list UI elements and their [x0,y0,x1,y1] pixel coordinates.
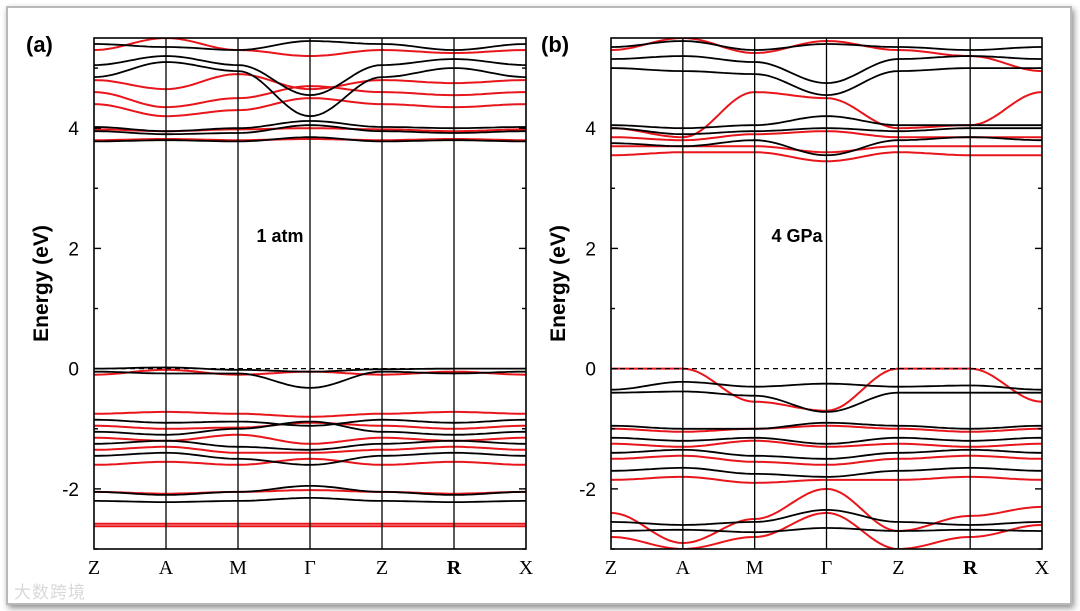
x-tick-label: Γ [304,557,316,579]
x-tick-label: M [746,557,764,579]
y-tick-label: 2 [68,239,79,260]
panel-a: -2 0 2 4 Z A M Γ Z R X (a) Energy (eV) 1 atm [26,32,534,579]
panel-letter: (a) [26,32,53,57]
y-tick-label: 4 [585,119,596,140]
pressure-annotation: 4 GPa [771,226,823,246]
y-tick-label: -2 [62,480,79,501]
watermark: 大数跨境 [14,583,86,603]
panel-b: -2 0 2 4 Z A M Γ Z R X (b) Energy (eV) 4 GPa [541,32,1050,579]
x-tick-label: A [676,557,691,579]
y-tick-label: 4 [68,119,79,140]
x-tick-label: R [447,557,462,579]
y-axis-label: Energy (eV) [547,225,570,342]
panel-letter: (b) [541,32,569,57]
x-tick-label: A [159,557,174,579]
y-tick-label: 0 [68,360,79,381]
x-tick-label: Z [892,557,904,579]
x-tick-label: X [1035,557,1050,579]
x-tick-label: M [229,557,247,579]
x-tick-label: X [519,557,534,579]
y-axis-label: Energy (eV) [30,225,53,342]
pressure-annotation: 1 atm [256,226,303,246]
plot-frame [93,37,527,550]
x-tick-label: Z [605,557,617,579]
x-tick-label: Z [88,557,100,579]
x-tick-label: Z [376,557,388,579]
y-tick-label: 0 [585,360,596,381]
y-tick-label: -2 [579,480,596,501]
x-tick-label: R [963,557,978,579]
plot-frame [610,37,1043,550]
x-tick-label: Γ [821,557,833,579]
y-tick-label: 2 [585,239,596,260]
